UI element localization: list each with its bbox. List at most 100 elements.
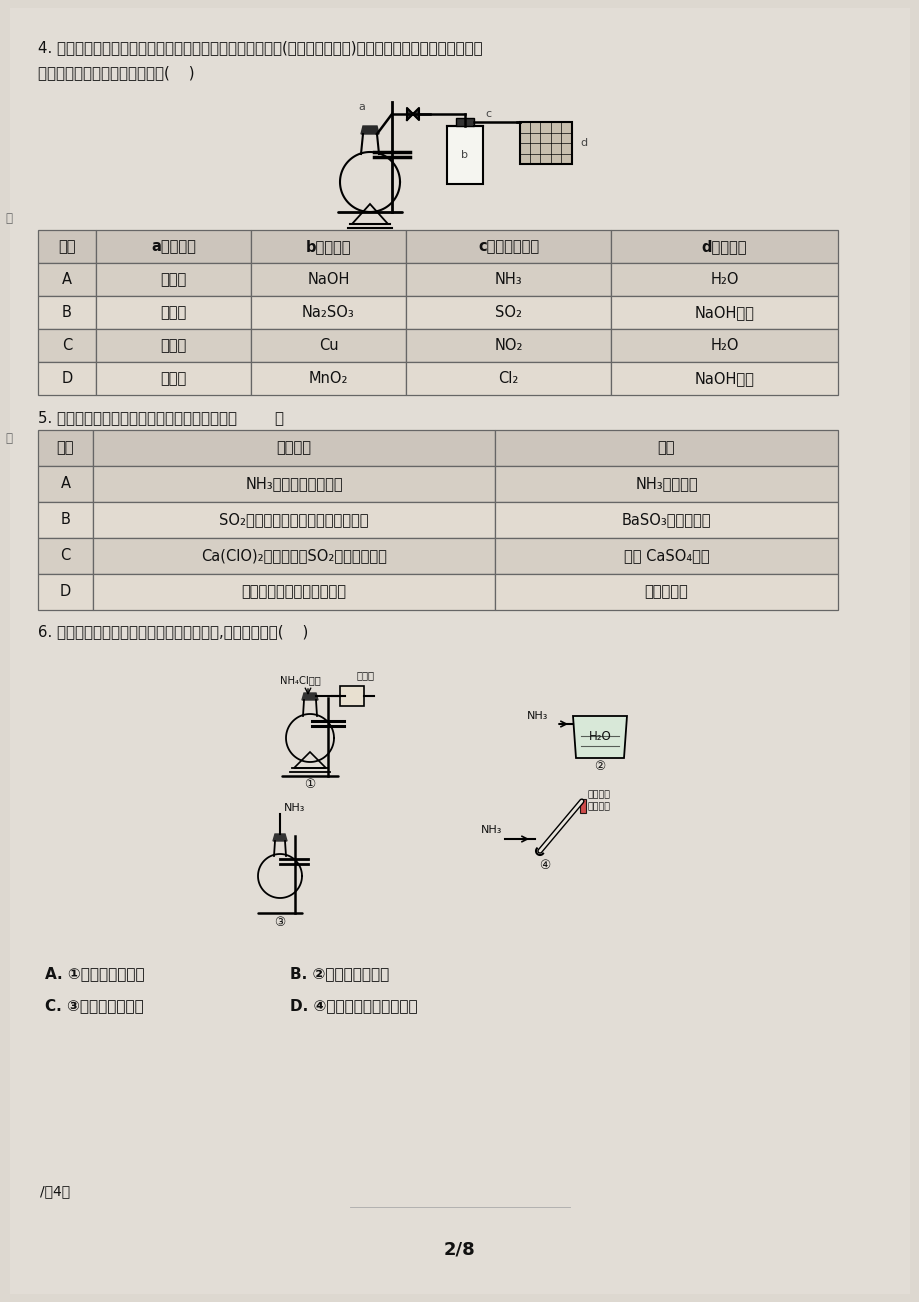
Text: ④: ④ <box>539 859 550 872</box>
Text: 选项: 选项 <box>57 440 74 456</box>
Text: Na₂SO₃: Na₂SO₃ <box>301 305 355 320</box>
Polygon shape <box>573 716 627 758</box>
Bar <box>405 362 610 395</box>
Text: 实验事实: 实验事实 <box>277 440 312 456</box>
Polygon shape <box>301 693 318 700</box>
Text: A: A <box>62 272 72 286</box>
Text: C: C <box>62 339 72 353</box>
Bar <box>456 118 473 126</box>
Polygon shape <box>360 126 379 134</box>
Bar <box>494 466 837 503</box>
Text: D: D <box>60 585 71 599</box>
Text: 稀硝酸: 稀硝酸 <box>160 339 187 353</box>
Text: 4. 实验室中某些气体的制取、收集及尾气处理装置如图所示(省略了净化装置)。仅用此装置和表中提供的物质: 4. 实验室中某些气体的制取、收集及尾气处理装置如图所示(省略了净化装置)。仅用… <box>38 40 482 55</box>
Bar <box>405 263 610 296</box>
Text: B: B <box>61 513 71 527</box>
Text: /关4页: /关4页 <box>40 1184 70 1198</box>
Text: D: D <box>62 371 73 385</box>
Bar <box>405 230 610 263</box>
Bar <box>579 799 585 814</box>
Bar <box>93 503 494 538</box>
Bar <box>494 538 837 574</box>
Text: c: c <box>484 109 491 118</box>
Bar <box>96 230 251 263</box>
Text: B: B <box>62 305 72 320</box>
Bar <box>494 503 837 538</box>
Text: Ca(ClO)₂溶液中通入SO₂产生白色沉淠: Ca(ClO)₂溶液中通入SO₂产生白色沉淠 <box>201 548 387 564</box>
Text: a中的物质: a中的物质 <box>151 240 196 254</box>
Text: H₂O: H₂O <box>588 730 611 743</box>
Text: SO₂通入硝酸钒溶液中出现白色沉淠: SO₂通入硝酸钒溶液中出现白色沉淠 <box>219 513 369 527</box>
Bar <box>610 329 837 362</box>
Text: NH₃: NH₃ <box>284 803 305 812</box>
Text: NH₃: NH₃ <box>527 711 548 721</box>
Bar <box>610 230 837 263</box>
Text: 浓盐酸: 浓盐酸 <box>160 371 187 385</box>
Bar <box>96 263 251 296</box>
Bar <box>38 503 93 538</box>
Text: C. ③是氨气发生装置: C. ③是氨气发生装置 <box>45 999 143 1013</box>
Text: a: a <box>358 102 365 112</box>
Bar <box>38 296 96 329</box>
Text: 碱石灰: 碱石灰 <box>357 671 375 680</box>
Bar <box>93 574 494 611</box>
Text: d: d <box>579 138 586 148</box>
Text: c中收集的气体: c中收集的气体 <box>477 240 539 254</box>
Text: H₂O: H₂O <box>709 272 738 286</box>
Bar <box>610 263 837 296</box>
Text: NH₃: NH₃ <box>494 272 522 286</box>
Text: NH₃: NH₃ <box>481 825 502 835</box>
Bar <box>340 686 364 706</box>
Text: b: b <box>461 150 468 160</box>
Bar <box>96 362 251 395</box>
Bar <box>519 122 572 164</box>
Text: Cl₂: Cl₂ <box>498 371 518 385</box>
Text: ③: ③ <box>274 917 285 930</box>
Bar <box>93 538 494 574</box>
Text: 浓硫酸: 浓硫酸 <box>160 305 187 320</box>
Text: 完成相关实验，最合理的选项是(    ): 完成相关实验，最合理的选项是( ) <box>38 65 195 79</box>
Text: 6. 实验室制取少量干燥的氨气涉及下列装置,其中正确的是(    ): 6. 实验室制取少量干燥的氨气涉及下列装置,其中正确的是( ) <box>38 624 308 639</box>
Text: 石蕊试纸: 石蕊试纸 <box>587 802 610 811</box>
Bar <box>38 263 96 296</box>
Bar <box>251 362 405 395</box>
Bar <box>405 329 610 362</box>
Text: NO₂: NO₂ <box>494 339 522 353</box>
Text: 女: 女 <box>5 432 12 445</box>
Bar <box>96 296 251 329</box>
Text: NH₃的水溶液可以导电: NH₃的水溶液可以导电 <box>245 477 343 491</box>
Text: NaOH溶液: NaOH溶液 <box>694 371 754 385</box>
Bar <box>251 296 405 329</box>
Bar <box>38 362 96 395</box>
Bar <box>38 230 96 263</box>
Bar <box>96 329 251 362</box>
Text: 结论: 结论 <box>657 440 675 456</box>
Text: B. ②是氨气吸收装置: B. ②是氨气吸收装置 <box>289 966 389 980</box>
Text: b中的物质: b中的物质 <box>305 240 351 254</box>
Bar <box>447 126 482 184</box>
Text: D. ④是氨气收集、检验装置: D. ④是氨气收集、检验装置 <box>289 999 417 1013</box>
Polygon shape <box>273 835 287 841</box>
Text: 选项: 选项 <box>58 240 75 254</box>
Text: MnO₂: MnO₂ <box>309 371 348 385</box>
Text: BaSO₃不溶于强酸: BaSO₃不溶于强酸 <box>621 513 710 527</box>
Bar <box>38 538 93 574</box>
Text: ②: ② <box>594 760 605 773</box>
Bar <box>251 230 405 263</box>
Text: C: C <box>61 548 71 564</box>
Bar <box>38 466 93 503</box>
Polygon shape <box>406 108 418 120</box>
Bar <box>610 362 837 395</box>
Bar <box>38 574 93 611</box>
Text: d中的物质: d中的物质 <box>701 240 746 254</box>
Text: H₂O: H₂O <box>709 339 738 353</box>
Text: NH₄Cl固体: NH₄Cl固体 <box>279 674 320 685</box>
Bar <box>93 466 494 503</box>
Text: NaOH: NaOH <box>307 272 349 286</box>
Text: 装: 装 <box>5 212 12 225</box>
Text: 氯化镂: 氯化镂 <box>160 272 187 286</box>
Text: 5. 根据下列实验事实得出的相应结论正确的是（        ）: 5. 根据下列实验事实得出的相应结论正确的是（ ） <box>38 410 284 424</box>
Bar <box>494 430 837 466</box>
Bar <box>405 296 610 329</box>
Text: 2/8: 2/8 <box>444 1241 475 1259</box>
